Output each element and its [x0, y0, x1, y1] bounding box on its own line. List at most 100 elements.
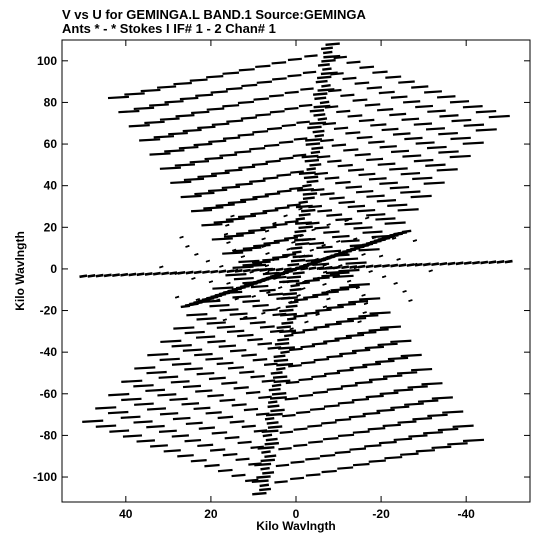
uv-point	[211, 237, 233, 241]
uv-point	[337, 302, 356, 307]
uv-point	[387, 356, 409, 361]
uv-point	[319, 453, 336, 458]
uv-point	[400, 353, 422, 358]
uv-point	[265, 437, 278, 442]
uv-point	[82, 419, 104, 423]
uv-point	[177, 270, 186, 275]
uv-point	[377, 342, 398, 347]
uv-point	[264, 264, 270, 268]
uv-point	[449, 100, 470, 104]
uv-point	[262, 433, 273, 438]
uv-point	[324, 322, 342, 326]
uv-point	[313, 357, 330, 362]
uv-point	[279, 308, 294, 313]
uv-point	[311, 228, 316, 232]
uv-point	[288, 300, 293, 304]
uv-point	[314, 133, 325, 138]
uv-point	[260, 466, 270, 471]
uv-point	[431, 262, 440, 267]
uv-point	[393, 388, 414, 392]
uv-point	[253, 243, 271, 248]
uv-point	[304, 158, 320, 163]
uv-point	[234, 297, 239, 301]
uv-point	[363, 302, 369, 305]
uv-point	[265, 159, 281, 164]
data-points	[79, 42, 513, 496]
uv-point	[270, 408, 285, 413]
uv-point	[238, 259, 260, 264]
uv-point	[390, 405, 410, 410]
uv-point	[417, 399, 439, 403]
uv-point	[184, 438, 202, 443]
uv-point	[480, 260, 489, 265]
uv-point	[177, 454, 194, 458]
uv-point	[300, 266, 309, 271]
uv-point	[164, 100, 184, 104]
uv-point	[345, 333, 365, 338]
uv-point	[317, 209, 333, 213]
uv-point	[225, 223, 230, 227]
uv-point	[293, 137, 308, 141]
uv-point	[157, 85, 177, 89]
uv-point	[378, 254, 384, 258]
uv-point	[308, 440, 323, 444]
uv-point	[366, 86, 383, 90]
uv-point	[299, 234, 304, 238]
uv-point	[259, 325, 275, 329]
uv-point	[284, 236, 299, 240]
uv-point	[315, 276, 320, 280]
uv-point	[153, 135, 175, 139]
uv-point	[349, 365, 368, 370]
uv-point	[231, 403, 247, 407]
uv-point	[316, 75, 332, 80]
uv-point	[321, 273, 340, 278]
uv-point	[288, 364, 302, 368]
uv-point	[347, 316, 367, 321]
uv-point	[213, 220, 234, 224]
uv-point	[279, 430, 294, 434]
uv-point	[172, 416, 191, 421]
uv-point	[323, 249, 342, 254]
uv-point	[159, 412, 179, 416]
uv-point	[390, 263, 399, 268]
uv-point	[392, 237, 397, 240]
uv-point	[264, 441, 280, 446]
uv-point	[229, 348, 247, 353]
uv-point	[310, 150, 321, 155]
uv-point	[408, 299, 413, 302]
uv-point	[294, 229, 307, 234]
uv-point	[276, 306, 281, 310]
uv-point	[222, 71, 240, 75]
uv-point	[250, 374, 265, 379]
uv-point	[121, 379, 143, 383]
uv-point	[169, 397, 188, 402]
uv-point	[159, 166, 181, 170]
chart-subtitle: Ants * - * Stokes I IF# 1 - 2 Chan# 1	[62, 21, 276, 36]
uv-point	[222, 452, 238, 457]
uv-point	[274, 206, 290, 210]
y-tick-label: -100	[33, 470, 57, 484]
uv-point	[351, 348, 371, 353]
uv-point	[322, 270, 328, 274]
uv-point	[260, 458, 276, 463]
uv-point	[190, 459, 207, 463]
uv-point	[257, 342, 273, 346]
uv-point	[243, 281, 248, 285]
uv-point	[136, 272, 145, 277]
uv-point	[347, 204, 366, 209]
y-tick-label: 40	[44, 179, 58, 193]
uv-point	[248, 228, 266, 233]
uv-point	[332, 274, 354, 279]
uv-point	[321, 290, 339, 294]
uv-point	[272, 221, 277, 225]
uv-point	[146, 424, 165, 429]
uv-point	[393, 282, 398, 285]
uv-point	[425, 163, 446, 167]
uv-point	[488, 260, 497, 265]
uv-point	[272, 222, 288, 227]
uv-point	[234, 268, 243, 273]
uv-point	[252, 358, 268, 362]
uv-point	[313, 113, 326, 117]
uv-point	[240, 255, 245, 258]
